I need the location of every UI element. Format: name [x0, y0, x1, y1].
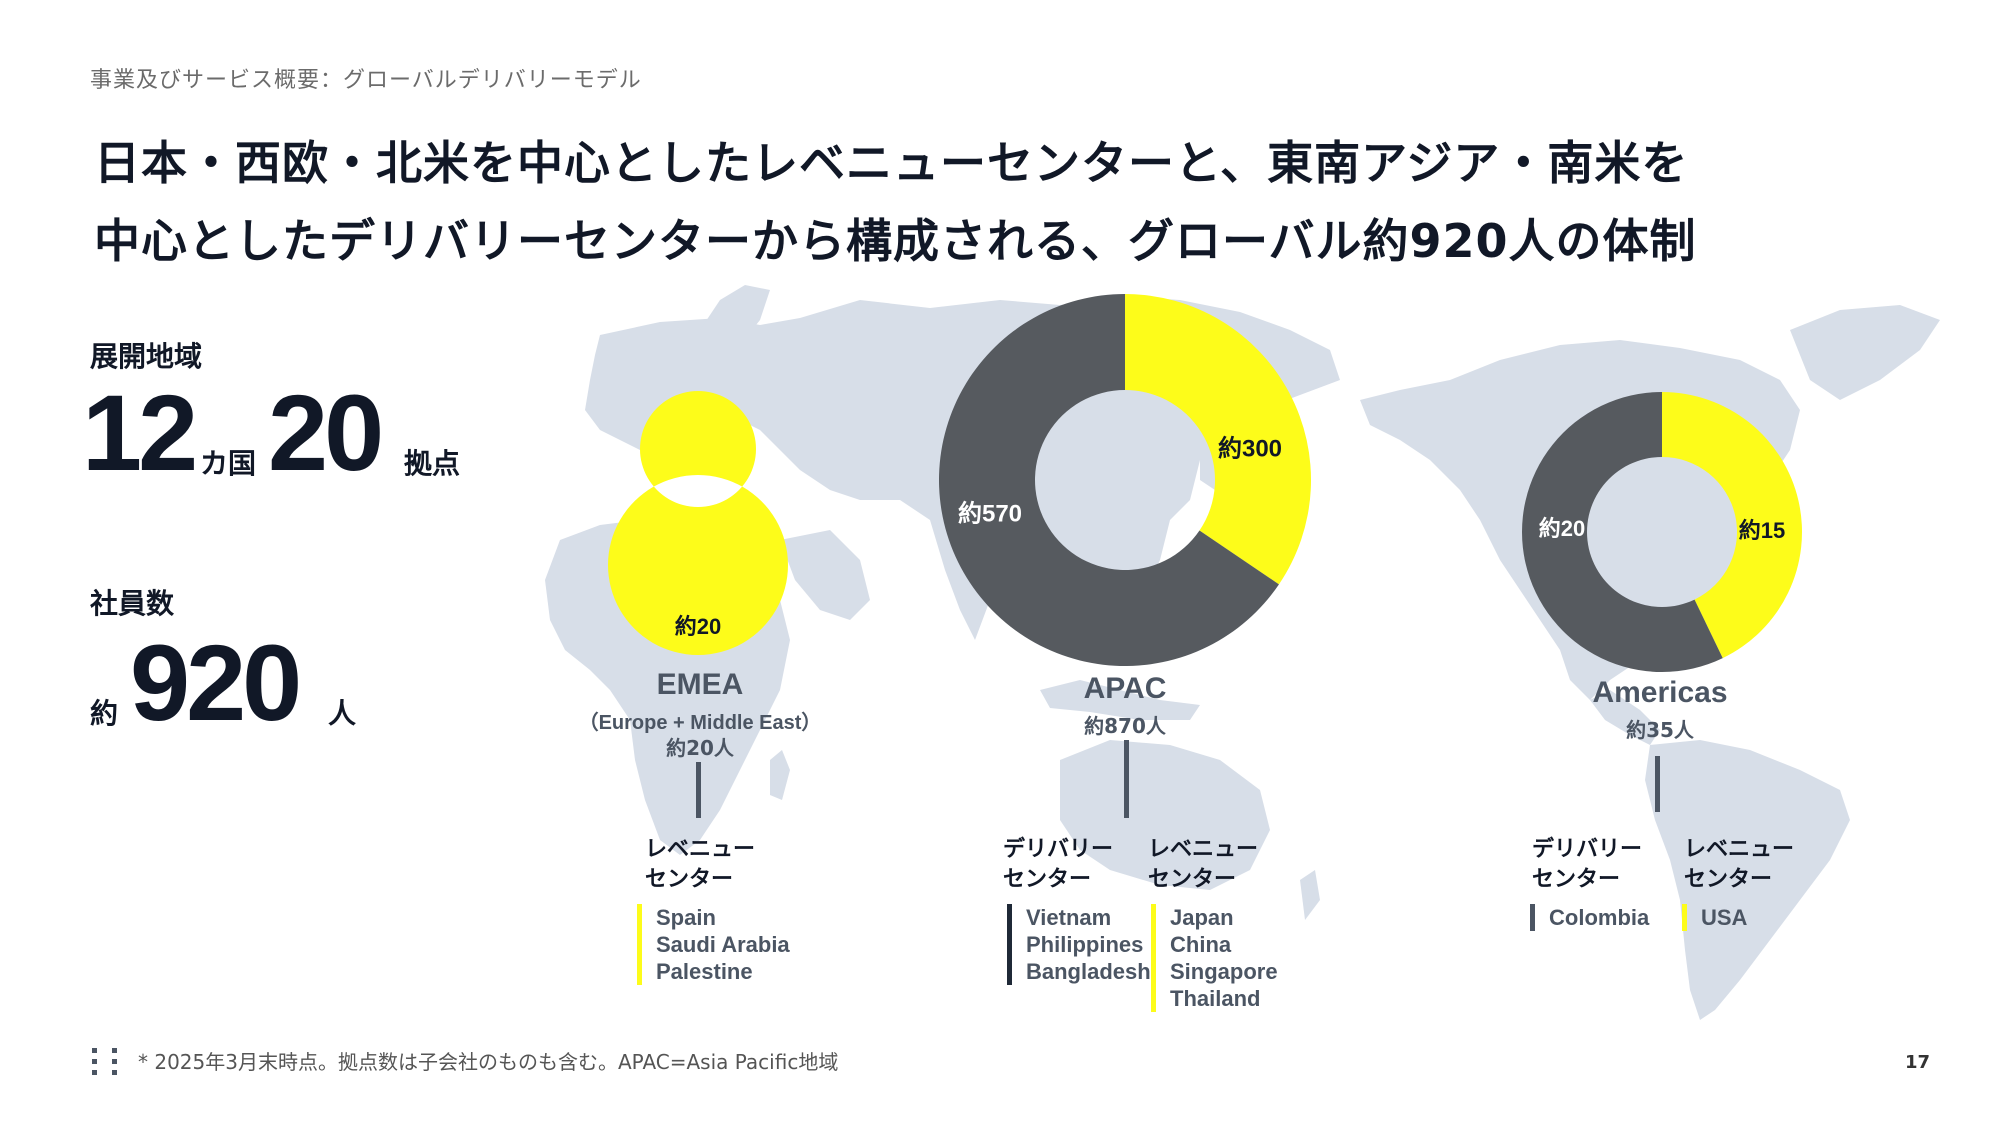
region-americas-total: 約35人	[1626, 718, 1694, 742]
map-south-america	[1645, 740, 1850, 1020]
map-uk	[610, 350, 640, 392]
region-apac-name: APAC	[1083, 672, 1167, 705]
donut-apac-slice-0	[1125, 294, 1312, 585]
americas-revenue-label: レベニュー センター	[1684, 837, 1795, 892]
list-item: Vietnam	[1026, 905, 1112, 930]
americas-delivery-list: Colombia	[1530, 904, 1649, 931]
region-emea-name: EMEA	[656, 668, 744, 701]
list-item: Saudi Arabia	[656, 932, 790, 957]
list-item: Bangladesh	[1026, 959, 1151, 984]
page-number: 17	[1904, 1052, 1930, 1073]
apac-delivery-label: デリバリー センター	[1003, 837, 1114, 892]
region-emea-total: 約20人	[666, 736, 734, 760]
sites-unit: 拠点	[404, 447, 461, 480]
page-title-line-2: 中心としたデリバリーセンターから構成される、グローバル約920人の体制	[94, 214, 1697, 268]
map-australia	[1060, 740, 1270, 890]
list-item: Philippines	[1026, 932, 1144, 957]
employees-prefix: 約	[90, 697, 119, 730]
employees-count: 920	[130, 622, 302, 743]
donut-americas-slice-1	[1522, 392, 1723, 672]
page-title-line-1: 日本・西欧・北米を中心としたレベニューセンターと、東南アジア・南米を	[94, 136, 1689, 190]
donut-americas-slice-0	[1662, 392, 1803, 659]
region-americas-name: Americas	[1592, 676, 1728, 709]
list-item: Spain	[656, 905, 716, 930]
map-arabia	[780, 530, 870, 620]
emea-revenue-list: Spain Saudi Arabia Palestine	[637, 904, 790, 985]
page-title: 日本・西欧・北米を中心としたレベニューセンターと、東南アジア・南米を 中心とした…	[94, 124, 1697, 280]
emea-revenue-label: レベニュー センター	[645, 837, 756, 892]
employees-unit: 人	[328, 697, 357, 730]
donut-emea-slice-0	[607, 391, 788, 655]
americas-revenue-list: USA	[1682, 904, 1747, 931]
list-item: Colombia	[1549, 905, 1650, 930]
map-madagascar	[770, 750, 790, 800]
employees-label: 社員数	[90, 587, 175, 620]
countries-count: 12	[82, 372, 198, 493]
region-apac-total: 約870人	[1084, 714, 1166, 738]
donut-emea-label-0: 約20	[675, 614, 721, 639]
list-item: Japan	[1170, 905, 1234, 930]
map-new-zealand	[1300, 870, 1320, 920]
donut-apac-label-1: 約570	[958, 499, 1022, 527]
donut-apac-label-0: 約300	[1218, 434, 1282, 462]
list-item: China	[1170, 932, 1232, 957]
breadcrumb: 事業及びサービス概要：グローバルデリバリーモデル	[90, 68, 642, 93]
footnote: * 2025年3月末時点。拠点数は子会社のものも含む。APAC=Asia Pac…	[138, 1050, 839, 1074]
list-item: Palestine	[656, 959, 753, 984]
donut-americas-label-1: 約20	[1539, 516, 1585, 541]
donut-americas-label-0: 約15	[1739, 518, 1785, 543]
donut-apac-slice-1	[938, 294, 1279, 666]
sites-count: 20	[268, 372, 384, 493]
region-emea-connector	[696, 762, 701, 818]
countries-unit: カ国	[200, 447, 257, 480]
map-scandinavia	[700, 285, 770, 350]
region-apac-connector	[1124, 740, 1129, 818]
list-item: USA	[1701, 905, 1748, 930]
region-emea-sub: （Europe + Middle East）	[578, 712, 822, 734]
map-indonesia	[1040, 680, 1200, 720]
list-item: Thailand	[1170, 986, 1261, 1011]
regions-label: 展開地域	[90, 340, 203, 373]
apac-revenue-list: Japan China Singapore Thailand	[1151, 904, 1278, 1012]
list-item: Singapore	[1170, 959, 1278, 984]
americas-delivery-label: デリバリー センター	[1532, 837, 1643, 892]
region-americas-connector	[1655, 756, 1660, 812]
apac-revenue-label: レベニュー センター	[1148, 837, 1259, 892]
footer-logo-mark	[90, 1046, 120, 1076]
apac-delivery-list: Vietnam Philippines Bangladesh	[1007, 904, 1151, 985]
map-central-america	[1590, 690, 1660, 745]
map-greenland	[1790, 305, 1940, 400]
